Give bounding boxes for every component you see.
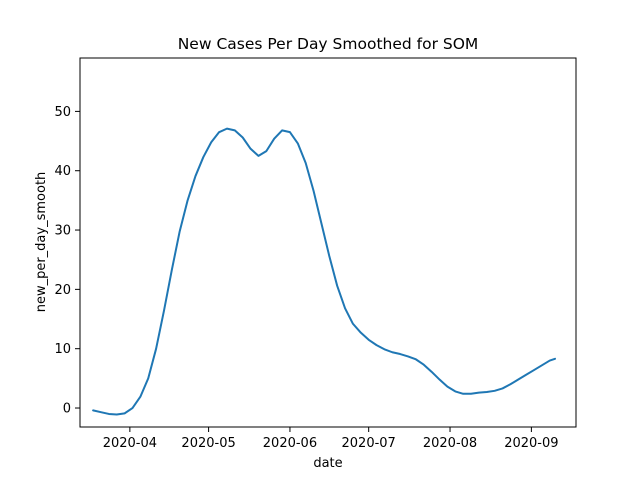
y-tick-label: 20	[54, 283, 71, 298]
x-tick-label: 2020-07	[342, 436, 396, 451]
x-tick-label: 2020-04	[103, 436, 157, 451]
x-tick-label: 2020-09	[504, 436, 558, 451]
y-axis-ticks: 0 10 20 30 40 50	[54, 105, 80, 417]
x-axis-ticks: 2020-04 2020-05 2020-06 2020-07 2020-08 2020-…	[103, 427, 559, 451]
y-tick-label: 0	[63, 402, 71, 417]
plot-frame	[79, 57, 577, 428]
series-line	[92, 127, 557, 416]
y-tick-label: 30	[54, 224, 71, 239]
y-axis-label: new_per_day_smooth	[34, 172, 49, 313]
x-tick-label: 2020-06	[263, 436, 317, 451]
chart-title: New Cases Per Day Smoothed for SOM	[178, 35, 479, 53]
y-tick-label: 40	[54, 164, 71, 179]
y-tick-label: 50	[54, 105, 71, 120]
x-axis-label: date	[313, 456, 342, 471]
x-tick-label: 2020-05	[181, 436, 235, 451]
x-tick-label: 2020-08	[423, 436, 477, 451]
y-tick-label: 10	[54, 342, 71, 357]
